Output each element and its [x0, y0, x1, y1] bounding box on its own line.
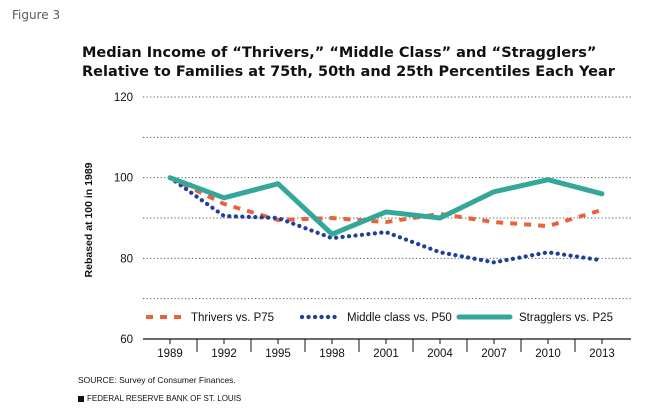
axis-layer: 60 80 100 120 1989 1992 1995 1998 2001 2004 2007 20…	[114, 92, 631, 360]
square-bullet-icon	[78, 395, 84, 402]
x-tick-label: 2007	[481, 348, 507, 360]
x-tick-label: 2013	[589, 348, 615, 360]
x-tick-label: 1989	[157, 348, 183, 360]
y-tick-label: 100	[114, 173, 133, 185]
series-layer	[167, 175, 605, 265]
y-tick-label: 60	[120, 334, 133, 346]
figure-label: Figure 3	[12, 8, 61, 22]
legend-label-stragglers: Stragglers vs. P25	[519, 312, 613, 324]
x-tick-label: 1995	[265, 348, 291, 360]
source-note: SOURCE: Survey of Consumer Finances.	[78, 375, 236, 385]
chart-title-line-2: Relative to Families at 75th, 50th and 2…	[82, 64, 615, 80]
publisher-credit: FEDERAL RESERVE BANK OF ST. LOUIS	[78, 394, 241, 403]
legend-label-thrivers: Thrivers vs. P75	[191, 312, 274, 324]
series-line-thrivers	[169, 175, 603, 229]
y-tick-label: 80	[120, 253, 133, 265]
x-tick-label: 2001	[373, 348, 399, 360]
y-axis-label: Rebased at 100 in 1989	[83, 162, 95, 277]
y-tick-label: 120	[114, 92, 133, 104]
x-tick-label: 1992	[211, 348, 237, 360]
legend: Thrivers vs. P75 Middle class vs. P50 Stra…	[146, 312, 613, 324]
series-line-middle	[167, 175, 605, 265]
series-line-stragglers	[167, 175, 605, 237]
publisher-name: FEDERAL RESERVE BANK OF ST. LOUIS	[87, 394, 242, 403]
legend-label-middle: Middle class vs. P50	[347, 312, 452, 324]
x-tick-label: 1998	[319, 348, 345, 360]
x-tick-label: 2010	[535, 348, 561, 360]
grid-layer	[143, 96, 631, 300]
chart-title-line-1: Median Income of “Thrivers,” “Middle Cla…	[82, 45, 597, 61]
x-tick-label: 2004	[427, 348, 453, 360]
chart-title: Median Income of “Thrivers,” “Middle Cla…	[82, 44, 642, 82]
